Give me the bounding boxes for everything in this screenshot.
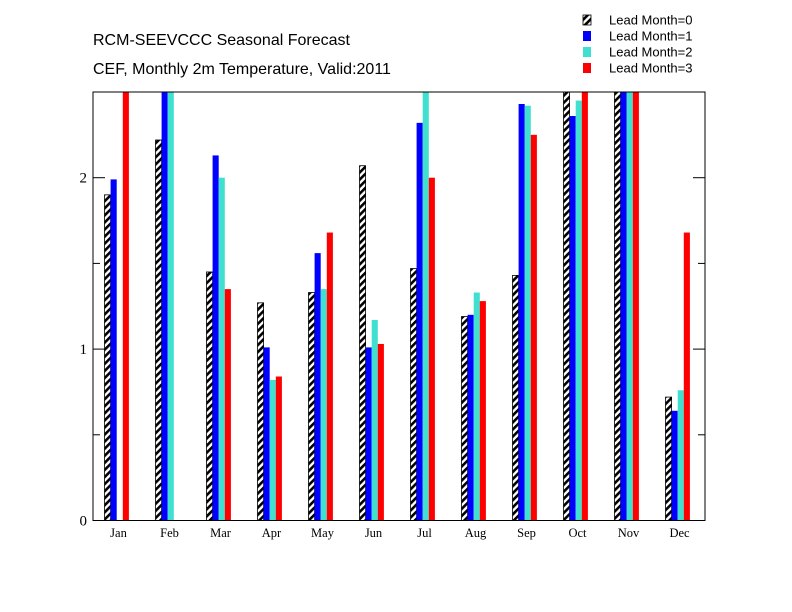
bar-dec-lead2: [677, 390, 684, 521]
bar-oct-lead0: [563, 92, 570, 521]
legend-label: Lead Month=0: [609, 13, 692, 28]
x-tick-label: May: [311, 526, 335, 540]
axis-ticks: [93, 177, 705, 436]
y-tick-label: 2: [80, 171, 88, 187]
bar-apr-lead0: [257, 302, 264, 521]
bar-nov-lead3: [632, 92, 639, 521]
bar-may-lead3: [326, 232, 333, 521]
bar-mar-lead3: [224, 289, 231, 521]
legend-label: Lead Month=3: [609, 61, 692, 76]
chart-subtitle: CEF, Monthly 2m Temperature, Valid:2011: [93, 61, 391, 78]
bar-may-lead1: [314, 253, 321, 521]
bar-mar-lead1: [212, 155, 219, 521]
x-tick-label: Sep: [517, 526, 536, 540]
bar-jun-lead0: [359, 165, 366, 521]
bar-apr-lead2: [269, 379, 276, 521]
bar-mar-lead2: [218, 177, 225, 521]
bar-may-lead0: [308, 292, 315, 521]
bar-mar-lead0: [206, 271, 213, 521]
bar-oct-lead3: [581, 92, 588, 521]
bar-jun-lead1: [365, 347, 372, 521]
x-tick-label: Aug: [465, 526, 487, 540]
bar-sep-lead3: [530, 134, 537, 521]
bar-oct-lead1: [569, 116, 576, 521]
plot-frame: [92, 91, 706, 521]
bar-feb-lead2: [167, 92, 174, 521]
bar-sep-lead2: [524, 105, 531, 521]
bar-may-lead2: [320, 289, 327, 521]
bar-apr-lead1: [263, 347, 270, 521]
bar-aug-lead3: [479, 301, 486, 521]
legend-swatch: [582, 14, 592, 26]
bar-nov-lead1: [620, 92, 627, 521]
bar-feb-lead1: [161, 92, 168, 521]
y-tick-label: 0: [80, 514, 88, 530]
bar-oct-lead2: [575, 100, 582, 521]
bar-jan-lead1: [110, 179, 117, 521]
y-tick-label: 1: [80, 342, 88, 358]
bar-nov-lead2: [626, 92, 633, 521]
bar-feb-lead0: [155, 139, 162, 521]
bar-sep-lead1: [518, 104, 525, 521]
bar-jul-lead2: [422, 92, 429, 521]
bar-jan-lead0: [104, 194, 111, 521]
bar-dec-lead3: [683, 232, 690, 521]
chart-title: RCM-SEEVCCC Seasonal Forecast: [93, 32, 351, 49]
bar-aug-lead1: [467, 314, 474, 521]
bar-jun-lead2: [371, 319, 378, 521]
legend-swatch: [583, 63, 591, 73]
x-tick-label: Jan: [110, 526, 127, 540]
x-tick-label: Oct: [568, 526, 587, 540]
bar-sep-lead0: [512, 274, 519, 521]
x-tick-label: Nov: [618, 526, 640, 540]
bar-aug-lead0: [461, 316, 468, 521]
x-tick-label: Feb: [160, 526, 179, 540]
bar-apr-lead3: [275, 376, 282, 521]
bar-dec-lead1: [671, 410, 678, 521]
x-tick-label: Mar: [210, 526, 232, 540]
x-tick-label: Dec: [669, 526, 690, 540]
bar-nov-lead0: [614, 92, 621, 521]
bar-dec-lead0: [665, 396, 672, 521]
legend-label: Lead Month=1: [609, 29, 692, 44]
legend-label: Lead Month=2: [609, 45, 692, 60]
bar-jul-lead0: [410, 268, 417, 521]
legend-swatch: [583, 47, 591, 57]
tick-labels: 0 1 2 Jan Feb Mar Apr May Jun Jul Aug Sep Oct Nov Dec: [80, 171, 691, 540]
x-tick-label: Jun: [365, 526, 383, 540]
bars-group: [104, 92, 690, 521]
bar-aug-lead2: [473, 292, 480, 521]
bar-jul-lead3: [428, 177, 435, 521]
bar-jun-lead3: [377, 343, 384, 521]
bar-jul-lead1: [416, 122, 423, 521]
x-tick-label: Jul: [417, 526, 432, 540]
legend-swatch: [583, 31, 591, 41]
bar-jan-lead3: [122, 92, 129, 521]
x-tick-label: Apr: [262, 526, 282, 540]
